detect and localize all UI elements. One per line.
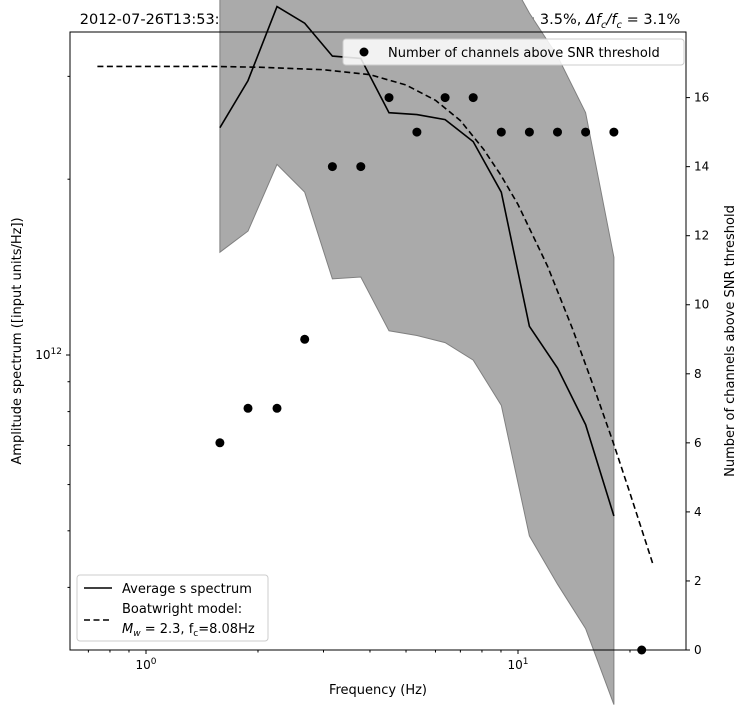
snr-point [412,127,422,137]
snr-point [609,127,619,137]
snr-point [356,162,366,172]
y2-tick-label: 0 [694,643,702,657]
average-spectrum-line [219,5,615,517]
snr-point [384,93,394,103]
snr-point [215,438,225,448]
y2-tick-label: 6 [694,436,702,450]
snr-point [524,127,534,137]
snr-point [553,127,562,137]
y2-tick-label: 4 [694,505,702,519]
y-tick-label: 1012 [35,347,62,362]
legend-snr-box [342,38,685,66]
plot-frame [69,31,687,651]
snr-point [468,93,478,103]
y2-tick-label: 12 [694,229,709,243]
legend-average-label: Average s spectrum [122,582,252,597]
legend-snr-label: Number of channels above SNR threshold [388,46,660,61]
legend-spectra: Average s spectrum Boatwright model: Mw … [76,574,269,642]
x-tick-label: 100 [135,657,156,672]
legend-snr-marker [359,47,369,57]
snr-point [243,403,253,413]
snr-point [496,127,506,137]
snr-point [327,162,337,172]
legend-boatwright-label: Boatwright model: [122,602,242,617]
snr-point [581,127,591,137]
y2-tick-label: 8 [694,367,702,381]
legend-boatwright-params: Mw = 2.3, fc=8.08Hz [122,622,255,639]
snr-point-layer [215,93,647,655]
spread-band-layer [219,0,615,705]
y2-tick-label: 14 [694,160,709,174]
x-tick-label: 101 [507,657,528,672]
y2-axis-label: Number of channels above SNR threshold [723,205,738,477]
snr-point [300,334,310,344]
series-line-layer [97,5,654,564]
spread-band [219,0,615,705]
boatwright-model-line [97,65,654,564]
legend-snr: Number of channels above SNR threshold [342,38,685,66]
y-axis-label: Amplitude spectrum ([input units/Hz]) [10,217,25,464]
y2-tick-label: 16 [694,91,709,105]
snr-point [272,403,282,413]
snr-point [440,93,450,103]
legend-spectra-box [76,574,269,642]
x-axis-label: Frequency (Hz) [329,683,427,698]
y2-tick-label: 10 [694,298,709,312]
y2-tick-label: 2 [694,574,702,588]
